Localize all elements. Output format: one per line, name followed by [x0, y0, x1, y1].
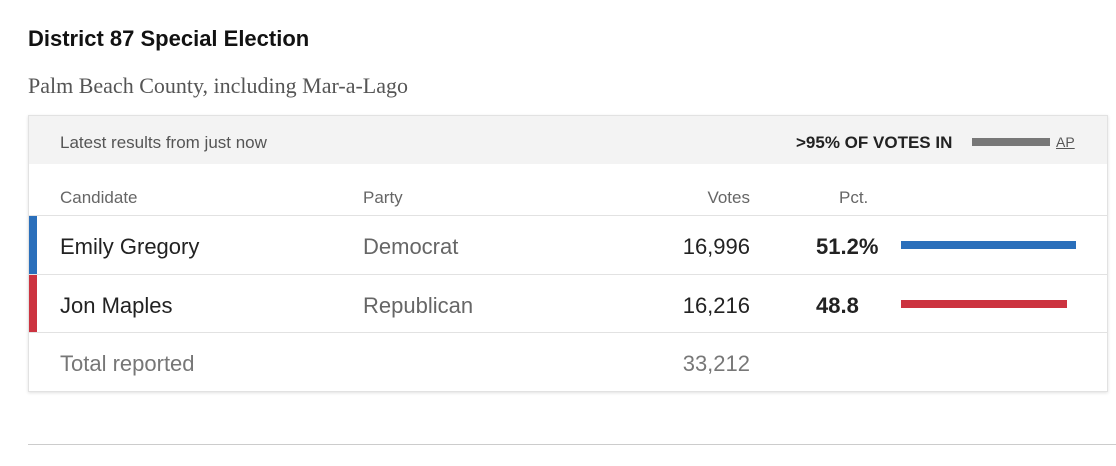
party: Democrat — [363, 234, 459, 259]
total-votes: 33,212 — [682, 351, 750, 376]
result-row: Emily Gregory Democrat 16,996 51.2% — [29, 215, 1107, 274]
pct-bar — [901, 241, 1076, 249]
title: District 87 Special Election — [28, 26, 310, 51]
total-label: Total reported — [60, 351, 195, 376]
candidate: Jon Maples — [60, 292, 173, 318]
progress-bar — [972, 138, 1050, 146]
subtitle: Palm Beach County, including Mar-a-Lago — [28, 73, 408, 98]
column-header: Votes — [707, 188, 750, 207]
status-band: Latest results from just now >95% OF VOT… — [29, 116, 1107, 164]
candidate: Emily Gregory — [60, 234, 200, 259]
status-text: Latest results from just now — [60, 133, 267, 152]
source-link[interactable]: AP — [1056, 134, 1075, 150]
pct: 48.8 — [816, 292, 859, 318]
votes: 16,216 — [682, 292, 750, 318]
column-header: Pct. — [839, 188, 869, 207]
pct: 51.2% — [816, 234, 879, 259]
result-row: Jon Maples Republican 16,216 48.8 — [29, 273, 1107, 333]
party-stripe — [29, 274, 37, 333]
party-stripe — [29, 216, 37, 274]
column-header: Candidate — [60, 188, 138, 207]
pct-bar — [901, 299, 1068, 308]
party: Republican — [363, 292, 474, 318]
column-header: Party — [363, 188, 403, 207]
total-row: Total reported 33,212 — [29, 332, 1107, 391]
votes: 16,996 — [682, 234, 750, 259]
divider — [28, 444, 1116, 445]
reporting: >95% OF VOTES IN — [796, 133, 953, 152]
results-box: Latest results from just now >95% OF VOT… — [28, 115, 1108, 392]
